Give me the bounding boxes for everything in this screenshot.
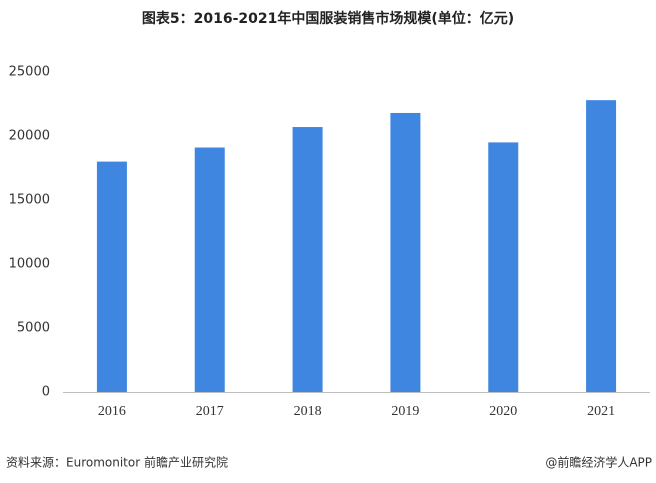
- y-tick-label: 20000: [9, 129, 50, 144]
- x-tick-label: 2016: [98, 404, 126, 419]
- y-tick-label: 0: [42, 385, 50, 400]
- y-tick-label: 15000: [9, 193, 50, 208]
- bar: [292, 127, 323, 392]
- bar: [488, 142, 519, 392]
- x-tick-label: 2019: [391, 404, 419, 419]
- y-tick-label: 10000: [9, 257, 50, 272]
- bar: [194, 147, 225, 392]
- x-tick-label: 2021: [587, 404, 615, 419]
- x-tick-label: 2017: [196, 404, 224, 419]
- y-tick-label: 25000: [9, 65, 50, 80]
- chart-title: 图表5：2016-2021年中国服装销售市场规模(单位：亿元): [142, 10, 514, 27]
- bar: [390, 112, 421, 393]
- source-note: 资料来源：Euromonitor 前瞻产业研究院: [6, 455, 228, 470]
- y-tick-label: 5000: [17, 321, 50, 336]
- x-tick-label: 2018: [294, 404, 322, 419]
- bar: [586, 100, 617, 392]
- bar: [96, 161, 127, 392]
- x-tick-label: 2020: [489, 404, 517, 419]
- credit-note: @前瞻经济学人APP: [545, 455, 652, 470]
